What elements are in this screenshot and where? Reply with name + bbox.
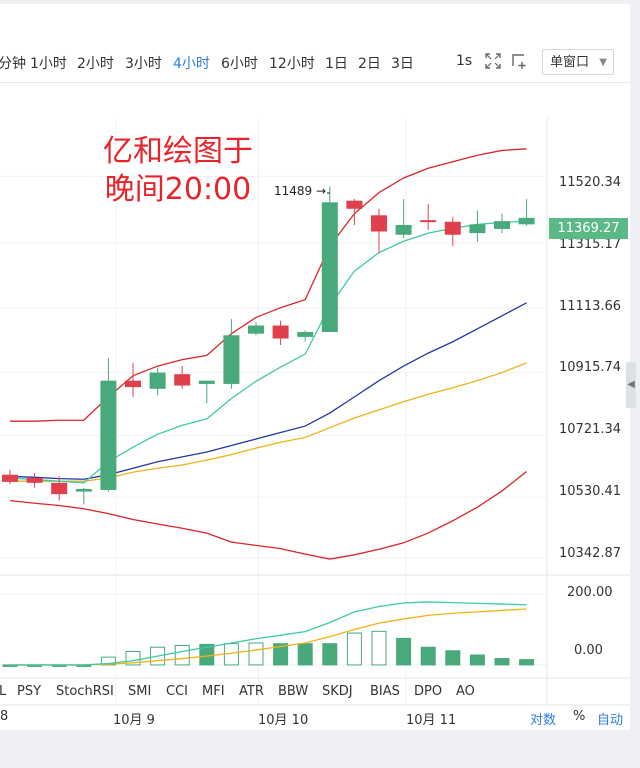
- slow-ma-line: [10, 362, 527, 482]
- collapse-panel-icon[interactable]: ◀: [626, 362, 636, 408]
- timeframe-4h[interactable]: 4小时: [173, 56, 210, 72]
- window-mode-value: 单窗口: [550, 55, 590, 70]
- timeframe-6h[interactable]: 6小时: [221, 56, 258, 72]
- price-tick: 11315.17: [559, 237, 622, 252]
- sub-bar: [174, 644, 190, 666]
- price-tick: 10530.41: [559, 484, 622, 499]
- price-tick: 11113.66: [559, 299, 622, 314]
- high-price-label: 11489 →: [274, 184, 327, 198]
- timeframe-toolbar: [0, 40, 630, 83]
- lower-band-line: [9, 470, 528, 560]
- expand-icon[interactable]: [484, 52, 502, 74]
- candle-body: [395, 225, 412, 235]
- candle-body: [272, 325, 289, 339]
- indicator-tab-atr[interactable]: ATR: [239, 684, 264, 699]
- timeframe-2d[interactable]: 2日: [358, 56, 381, 72]
- sub-bar: [297, 643, 313, 666]
- timeframe-3d[interactable]: 3日: [391, 56, 414, 72]
- candle-body: [51, 482, 68, 495]
- candle-body: [2, 474, 18, 482]
- sub-bar: [396, 637, 412, 666]
- timeframe-12h[interactable]: 12小时: [269, 56, 315, 72]
- sub-bar: [445, 650, 461, 666]
- indicator-tab-smi[interactable]: SMI: [128, 684, 152, 699]
- indicator-tab-skdj[interactable]: SKDJ: [322, 684, 353, 699]
- price-tick: 10342.87: [559, 546, 622, 561]
- candle-body: [346, 200, 363, 209]
- sub-bar: [346, 632, 362, 666]
- price-tick: 10721.34: [559, 422, 622, 437]
- sub-bar: [322, 643, 338, 666]
- sub-bar: [371, 630, 387, 666]
- window-mode-select[interactable]: 单窗口 ▼: [542, 49, 614, 75]
- candle-body: [26, 477, 43, 483]
- overlay-line-2: 晚间20:00: [104, 172, 252, 207]
- date-tick: 10月 11: [406, 713, 457, 728]
- candle-body: [444, 221, 461, 235]
- chevron-down-icon: ▼: [599, 57, 607, 68]
- indicator-tab-stochrsi[interactable]: StochRSI: [56, 684, 114, 699]
- sub-tick: 200.00: [567, 585, 613, 600]
- overlay-line-1: 亿和绘图于: [103, 134, 253, 169]
- candle-body: [75, 488, 92, 492]
- indicator-tab-mfi[interactable]: MFI: [202, 684, 225, 699]
- indicator-tab-ao[interactable]: AO: [456, 684, 475, 699]
- last-price-tag: 11369.27: [549, 218, 628, 239]
- sub-bar: [519, 659, 535, 666]
- timeframe-2h[interactable]: 2小时: [77, 56, 114, 72]
- sub-main-line: [10, 601, 527, 666]
- candle-body: [494, 221, 510, 229]
- auto-scale-toggle[interactable]: 自动: [597, 713, 624, 728]
- timeframe-1h[interactable]: 1小时: [30, 56, 67, 72]
- sub-bar: [273, 643, 289, 666]
- timeframe-3h[interactable]: 3小时: [125, 56, 162, 72]
- chart-grid: [0, 118, 547, 705]
- candle-body: [371, 215, 387, 232]
- candle-body: [100, 380, 117, 490]
- seconds-toggle[interactable]: 1s: [456, 53, 473, 69]
- indicator-tab-cci[interactable]: CCI: [166, 684, 188, 699]
- candle-body: [469, 224, 486, 234]
- sub-bar: [420, 646, 436, 666]
- date-tick: 10月 9: [113, 713, 155, 728]
- sub-tick: 0.00: [574, 643, 603, 658]
- mid-ma-line: [9, 302, 527, 480]
- sub-bar: [494, 658, 510, 666]
- price-tick: 11520.34: [559, 175, 622, 190]
- candle-body: [248, 325, 264, 334]
- candle-body: [223, 335, 240, 384]
- high-price-value: 11489: [274, 184, 313, 198]
- indicator-tab-bias[interactable]: BIAS: [370, 684, 400, 699]
- candle-body: [297, 332, 314, 337]
- sub-bar: [100, 656, 116, 666]
- candle-body: [518, 217, 535, 225]
- candle-body: [420, 220, 437, 223]
- indicator-tab-bbw[interactable]: BBW: [278, 684, 309, 699]
- indicator-lines: [9, 148, 528, 560]
- overlay-annotation: 亿和绘图于 晚间20:00: [103, 133, 253, 209]
- upper-band-line: [10, 148, 527, 422]
- candle-body: [321, 202, 338, 333]
- log-scale-toggle[interactable]: 对数: [530, 713, 557, 728]
- indicator-tab-dpo[interactable]: DPO: [414, 684, 443, 699]
- candle-body: [149, 372, 166, 389]
- indicator-tab-psy[interactable]: PSY: [17, 684, 42, 699]
- candlestick-series: [2, 186, 535, 505]
- add-window-icon[interactable]: [510, 52, 528, 74]
- candle-body: [174, 374, 191, 386]
- candle-body: [125, 380, 141, 388]
- date-tick: 10月 10: [258, 713, 309, 728]
- percent-scale-toggle[interactable]: %: [573, 709, 586, 724]
- timeframe-minute[interactable]: 分钟: [0, 56, 26, 72]
- candle-body: [198, 380, 215, 384]
- sub-bar: [248, 642, 264, 666]
- timeframe-1d[interactable]: 1日: [325, 56, 348, 72]
- sub-indicator-panel: [0, 593, 547, 667]
- date-tick: 8: [0, 709, 9, 724]
- fast-ma-line: [9, 220, 527, 484]
- indicator-tab-l[interactable]: L: [0, 684, 7, 699]
- price-tick: 10915.74: [559, 360, 622, 375]
- sub-bar: [469, 654, 485, 666]
